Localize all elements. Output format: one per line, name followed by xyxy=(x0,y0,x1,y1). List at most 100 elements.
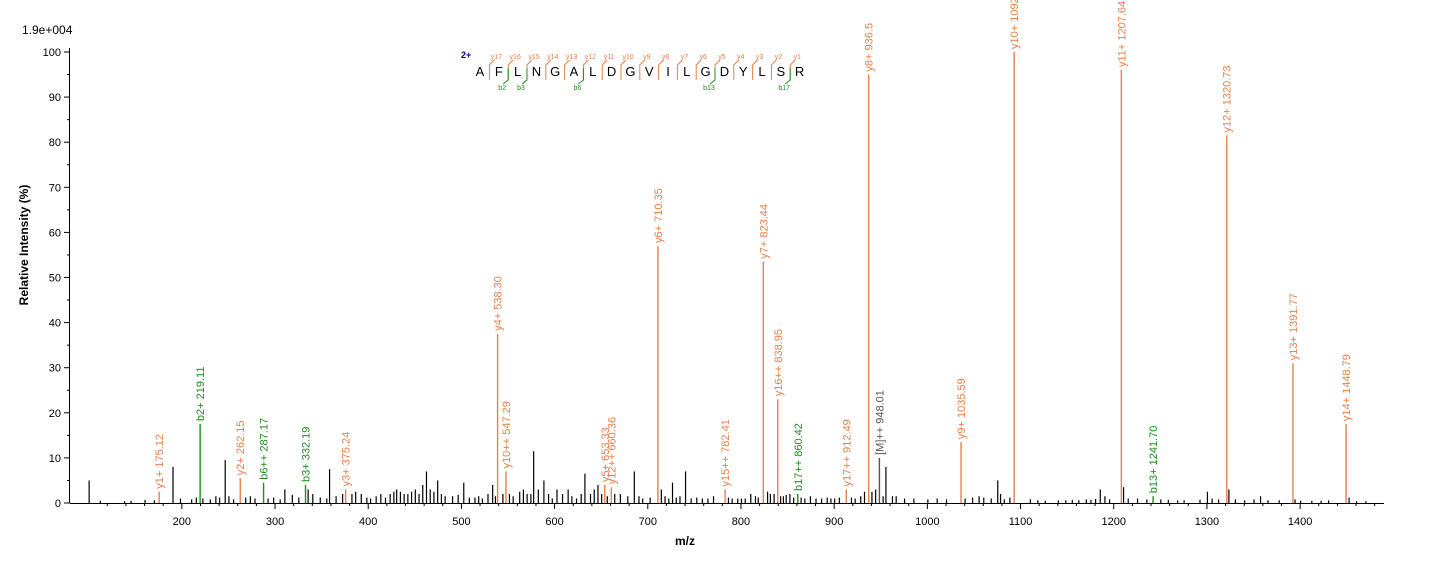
peak-label: b17++ 860.42 xyxy=(793,423,805,491)
peak-label: y8+ 936.5 xyxy=(864,23,876,72)
peak-label: y10++ 547.29 xyxy=(501,401,513,468)
y-ion-marker xyxy=(620,59,627,80)
peak-label: [M]++ 948.01 xyxy=(874,390,886,455)
peak-label: b13+ 1241.70 xyxy=(1148,426,1160,494)
x-tick-label: 400 xyxy=(359,516,377,528)
peak-label: y11+ 1207.64 xyxy=(1116,1,1128,67)
y-ion-label: y12 xyxy=(585,54,596,61)
y-ion-marker xyxy=(658,59,664,80)
y-tick-label: 100 xyxy=(43,47,61,59)
sequence-residue: V xyxy=(645,64,654,79)
y-ion-label: y1 xyxy=(793,54,801,61)
y-tick-label: 20 xyxy=(49,408,61,420)
y-ion-label: y4 xyxy=(737,54,745,61)
y-ion-label: y9 xyxy=(643,54,651,61)
y-tick-label: 10 xyxy=(49,453,61,465)
y-ion-marker xyxy=(639,59,646,80)
x-tick-label: 300 xyxy=(266,516,284,528)
x-tick-label: 200 xyxy=(173,516,191,528)
x-tick-label: 1300 xyxy=(1195,516,1219,528)
y-tick-label: 70 xyxy=(49,182,61,194)
x-tick-label: 500 xyxy=(452,516,470,528)
sequence-residue: Y xyxy=(739,64,748,79)
sequence-residue: G xyxy=(625,64,635,79)
peak-label: y14+ 1448.79 xyxy=(1341,354,1353,421)
b-ion-label: b6 xyxy=(574,85,582,92)
sequence-residue: L xyxy=(589,64,596,79)
y-ion-marker xyxy=(752,59,758,80)
b-ion-marker xyxy=(521,68,528,85)
y-ion-marker xyxy=(488,59,495,80)
sequence-residue: G xyxy=(550,64,560,79)
y-ion-label: y11 xyxy=(604,54,615,61)
y-ticks: 0 10 20 30 40 50 60 70 80 90 100 xyxy=(43,47,70,510)
peak-label: y13+ 1391.77 xyxy=(1288,293,1300,360)
y-ion-label: y8 xyxy=(662,54,670,61)
sequence-residue: F xyxy=(495,64,503,79)
peak-label: y12+ 1320.73 xyxy=(1222,65,1234,132)
peak-label: y6+ 710.35 xyxy=(653,188,665,243)
y-axis-title: Relative Intensity (%) xyxy=(17,185,31,306)
x-tick-label: 700 xyxy=(639,516,657,528)
y-ion-marker xyxy=(507,59,514,80)
b-ion-label: b3 xyxy=(517,85,525,92)
y-ion-marker xyxy=(676,59,683,80)
x-ticks: 200 300 400 500 600 700 800 900 1000 1100 1200 1300… xyxy=(106,503,1376,528)
b-ion-label: b13 xyxy=(703,85,715,92)
x-tick-label: 900 xyxy=(825,516,843,528)
y-ion-label: y16 xyxy=(510,54,521,61)
peak-label: y3+ 375.24 xyxy=(341,432,353,487)
y-ion-label: y6 xyxy=(699,54,707,61)
y-tick-label: 80 xyxy=(49,137,61,149)
y-ion-marker xyxy=(545,59,552,80)
x-tick-label: 1000 xyxy=(915,516,939,528)
peak-label: y15++ 782.41 xyxy=(720,419,732,486)
peak-label: b2+ 219.11 xyxy=(195,367,207,422)
y-ion-label: y2 xyxy=(775,54,783,61)
y-ion-marker xyxy=(733,59,740,80)
y-ion-label: y10 xyxy=(622,54,633,61)
x-tick-label: 1100 xyxy=(1009,516,1033,528)
y-tick-label: 0 xyxy=(55,498,61,510)
peak-label: y9+ 1035.59 xyxy=(956,378,968,439)
y-ion-marker xyxy=(601,59,608,80)
sequence-residue: A xyxy=(570,64,579,79)
sequence-residue: I xyxy=(666,64,670,79)
y-ion-marker xyxy=(695,59,702,80)
peak-label: y4+ 538.30 xyxy=(493,276,505,331)
y-ion-label: y3 xyxy=(756,54,764,61)
peak-label: y5+ 653.33 xyxy=(600,427,612,482)
y-tick-label: 30 xyxy=(49,363,61,375)
peak-label: y2+ 262.15 xyxy=(235,420,247,475)
labeled-peaks: y1+ 175.12 b2+ 219.11 y2+ 262.15 b6++ 287.1… xyxy=(154,0,1353,503)
unlabeled-peaks xyxy=(88,451,1367,503)
sequence-residue: A xyxy=(476,64,485,79)
peak-label: y1+ 175.12 xyxy=(154,434,166,489)
y-ion-marker xyxy=(582,59,589,80)
y-tick-label: 50 xyxy=(49,273,61,285)
axes xyxy=(69,48,1384,504)
sequence-residue: L xyxy=(758,64,765,79)
peak-label: y12++ 660.36 xyxy=(606,417,618,484)
b-ion-marker xyxy=(502,68,509,85)
sequence-residue: D xyxy=(720,64,729,79)
b-ion-label: b2 xyxy=(498,85,506,92)
y-ion-label: y17 xyxy=(491,54,502,61)
x-tick-label: 1200 xyxy=(1102,516,1126,528)
peak-label: y17++ 912.49 xyxy=(841,419,853,486)
b-ion-marker xyxy=(784,68,791,85)
y-ion-marker xyxy=(770,59,777,80)
x-tick-label: 800 xyxy=(732,516,750,528)
peak-label: y7+ 823.44 xyxy=(758,204,770,259)
sequence-residue: G xyxy=(701,64,711,79)
intensity-scale-label: 1.9e+004 xyxy=(22,23,73,37)
sequence-residue: R xyxy=(795,64,804,79)
sequence-residue: D xyxy=(607,64,616,79)
y-tick-label: 90 xyxy=(49,92,61,104)
y-tick-label: 60 xyxy=(49,227,61,239)
peak-label: y16++ 838.95 xyxy=(773,329,785,396)
sequence-residue: L xyxy=(683,64,690,79)
peak-label: b3+ 332.19 xyxy=(301,427,313,482)
